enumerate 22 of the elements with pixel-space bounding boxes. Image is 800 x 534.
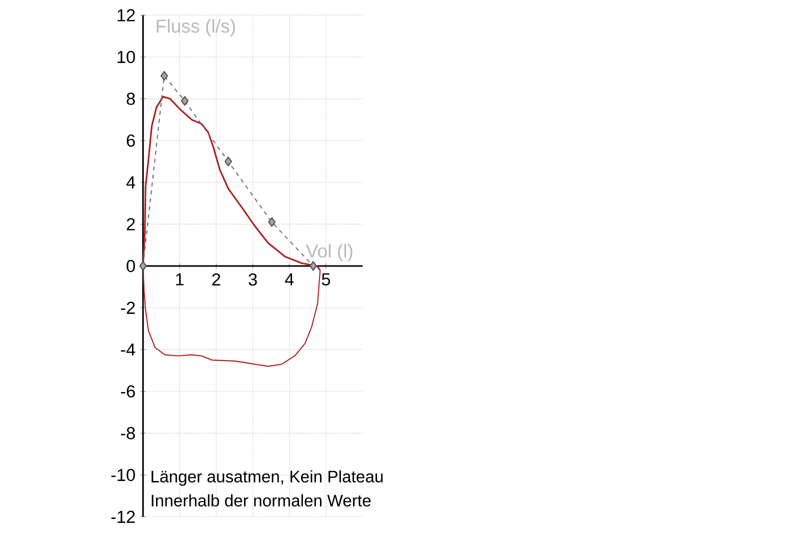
y-tick-label: 12: [118, 9, 135, 22]
y-tick-label: 0: [126, 260, 135, 272]
x-tick-label: 2: [212, 273, 220, 286]
x-tick-label: 1: [176, 273, 184, 286]
y-tick-label: -12: [111, 510, 135, 523]
y-axis-title: Fluss (l/s): [156, 19, 235, 36]
y-tick-label: 4: [126, 176, 136, 188]
y-tick-label: 10: [118, 50, 135, 64]
annotation: Innerhalb der normalen Werte: [152, 494, 371, 506]
x-tick-label: 4: [284, 273, 294, 286]
annotation: Länger ausatmen, Kein Plateau: [152, 470, 383, 486]
x-tick-label: 5: [322, 273, 330, 286]
y-tick-label: -8: [120, 427, 135, 440]
y-tick-label: 6: [126, 134, 135, 147]
x-axis-title: Vol (l): [306, 244, 352, 262]
y-tick-label: -2: [120, 302, 135, 314]
y-tick-label: -10: [111, 468, 135, 482]
y-tick-label: 8: [126, 92, 135, 105]
y-tick-label: -4: [120, 344, 136, 356]
y-tick-label: -6: [120, 385, 135, 398]
x-tick-label: 3: [248, 273, 257, 286]
y-tick-label: 2: [126, 218, 135, 230]
